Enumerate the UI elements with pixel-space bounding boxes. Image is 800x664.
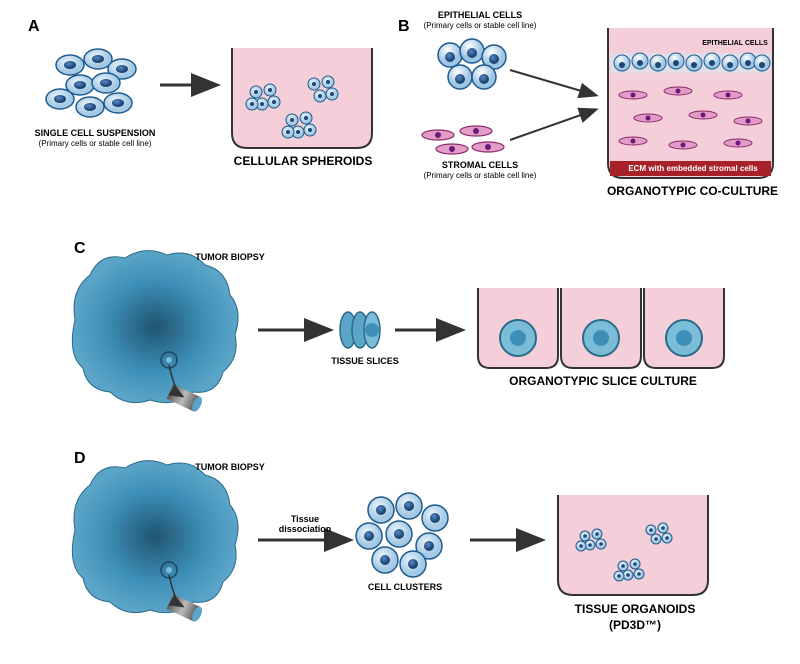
arrow-b-epi [510, 70, 595, 95]
label-epi-small: EPITHELIAL CELLS [690, 40, 780, 47]
label-epithelial: EPITHELIAL CELLS [420, 10, 540, 20]
label-tissue-slices: TISSUE SLICES [320, 356, 410, 366]
label-slice-culture: ORGANOTYPIC SLICE CULTURE [478, 374, 728, 388]
label-coculture: ORGANOTYPIC CO-CULTURE [600, 184, 785, 198]
tissue-slices [340, 312, 380, 348]
tumor-d [72, 461, 238, 613]
coculture-dish [608, 28, 773, 178]
cell-clusters-d [356, 493, 448, 577]
tumor-c [72, 251, 238, 403]
label-tumor-c: TUMOR BIOPSY [170, 252, 290, 262]
arrow-b-stromal [510, 110, 595, 140]
label-tissue-dissoc: Tissue dissociation [265, 514, 345, 534]
slice-dishes [478, 288, 724, 368]
stromal-cells-b [422, 126, 504, 154]
label-cell-clusters: CELL CLUSTERS [355, 582, 455, 592]
label-single-cell-sub: (Primary cells or stable cell line) [20, 139, 170, 148]
label-tumor-d: TUMOR BIOPSY [170, 462, 290, 472]
label-epithelial-sub: (Primary cells or stable cell line) [415, 21, 545, 30]
organoid-dish [558, 495, 708, 595]
label-pd3d: (PD3D™) [560, 618, 710, 632]
dish-a [232, 48, 372, 148]
label-stromal: STROMAL CELLS [420, 160, 540, 170]
diagram-svg [0, 0, 800, 664]
label-tissue-organoids: TISSUE ORGANOIDS [560, 602, 710, 616]
single-cells-a [46, 49, 136, 117]
label-single-cell: SINGLE CELL SUSPENSION [20, 128, 170, 138]
label-cellular-spheroids: CELLULAR SPHEROIDS [228, 154, 378, 168]
label-stromal-sub: (Primary cells or stable cell line) [415, 171, 545, 180]
epithelial-cells-b [438, 39, 506, 89]
label-ecm: ECM with embedded stromal cells [618, 164, 768, 173]
